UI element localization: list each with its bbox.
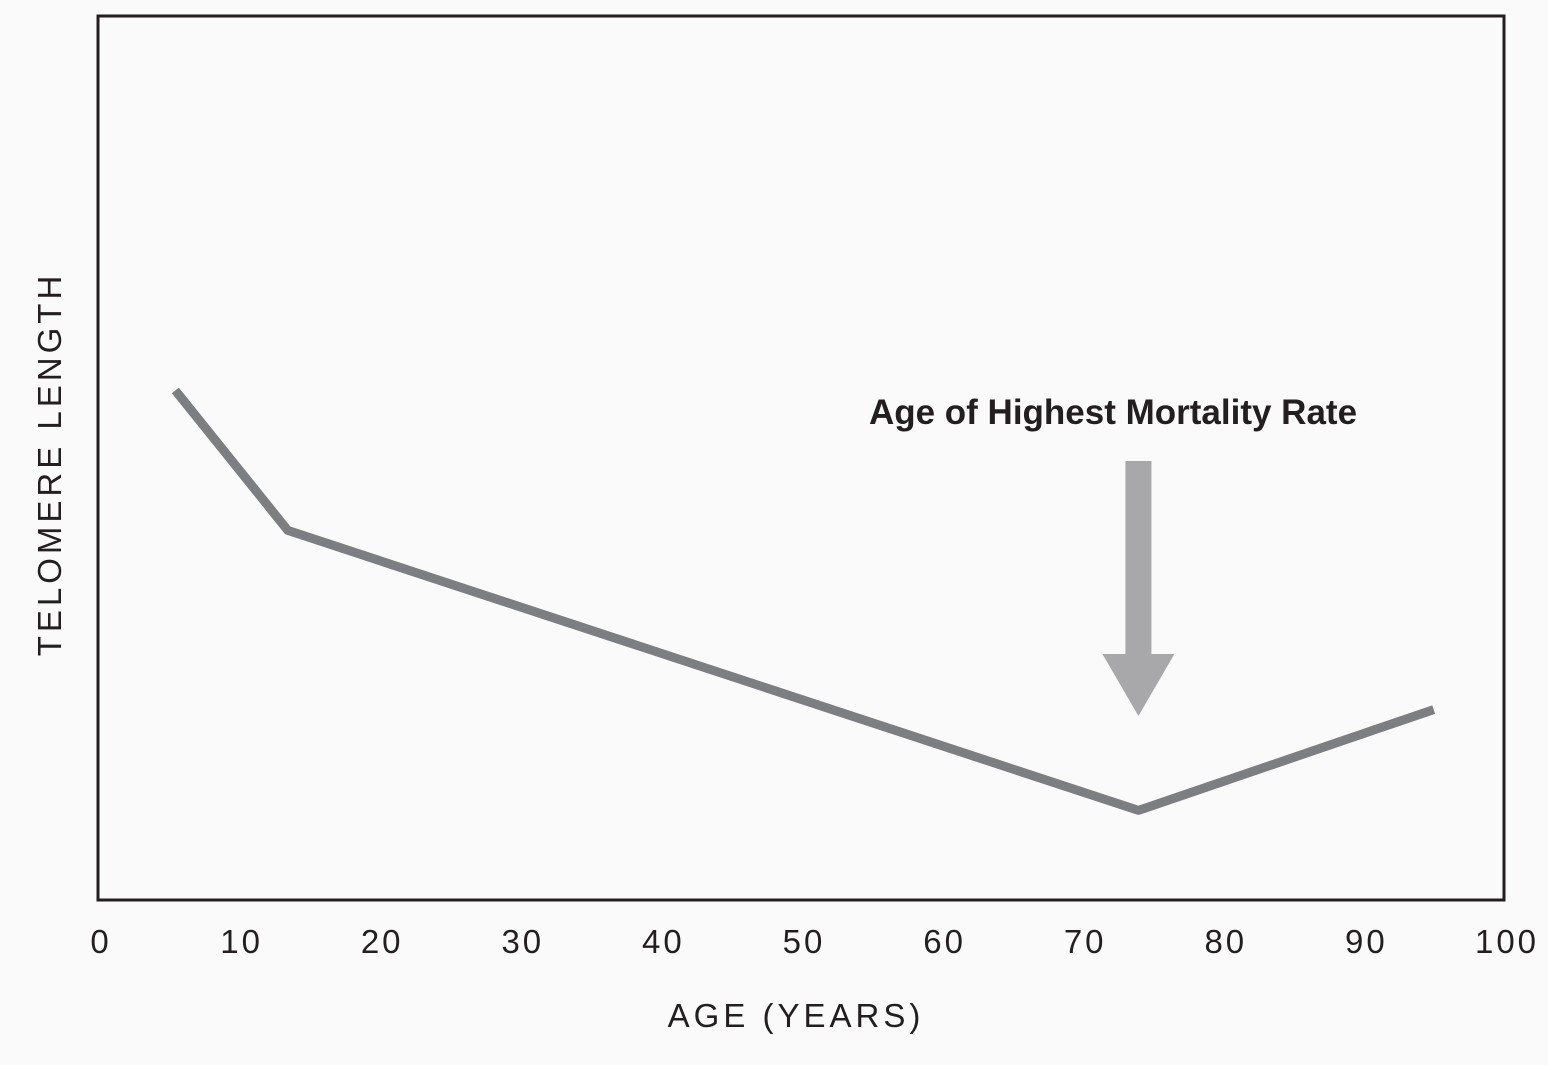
- x-tick-label: 10: [220, 923, 263, 960]
- x-axis-label: AGE (YEARS): [668, 997, 925, 1034]
- x-tick-label: 90: [1345, 923, 1388, 960]
- x-tick-labels: 0 10 20 30 40 50 60 70 80 90 100: [90, 923, 1539, 960]
- x-tick-label: 70: [1064, 923, 1107, 960]
- annotation-layer: Age of Highest Mortality Rate: [869, 393, 1357, 716]
- plot-frame: [96, 14, 1506, 902]
- x-tick-label: 30: [501, 923, 544, 960]
- x-tick-label: 20: [361, 923, 404, 960]
- x-tick-label: 100: [1475, 923, 1539, 960]
- x-tick-label: 50: [783, 923, 826, 960]
- x-tick-label: 80: [1204, 923, 1247, 960]
- x-tick-label: 0: [90, 923, 111, 960]
- y-axis-label: TELOMERE LENGTH: [31, 272, 68, 657]
- series-layer: [171, 387, 1436, 815]
- x-tick-label: 40: [642, 923, 685, 960]
- series-line: [171, 387, 1436, 815]
- annotation-arrow-head: [1102, 654, 1175, 716]
- annotation-arrow-shaft: [1125, 461, 1152, 658]
- annotation-text: Age of Highest Mortality Rate: [869, 393, 1357, 432]
- x-tick-label: 60: [923, 923, 966, 960]
